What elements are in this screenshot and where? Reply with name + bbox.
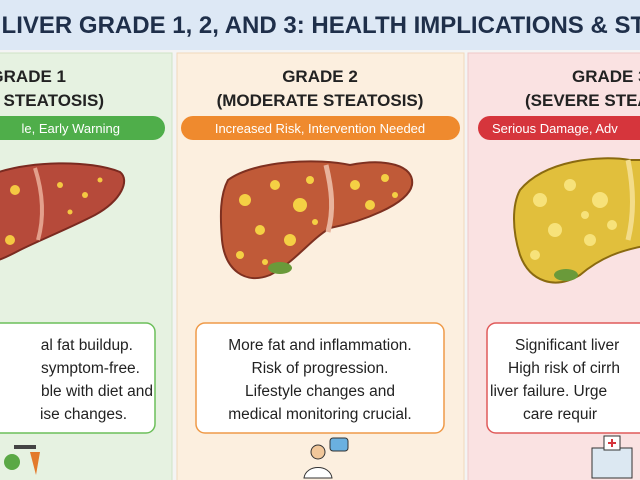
body-text: medical monitoring crucial.	[228, 406, 412, 423]
text-box	[486, 322, 640, 434]
title: Y LIVER GRADE 1, 2, AND 3: HEALTH IMPLIC…	[0, 12, 640, 39]
fat-dots	[236, 174, 398, 265]
liver	[513, 157, 640, 284]
grade-subheading: (MODERATE STEATOSIS)	[217, 91, 424, 110]
badge	[181, 116, 460, 140]
header-band	[0, 0, 640, 50]
doctor-icon	[303, 437, 349, 479]
body-text: Significant liver	[515, 337, 619, 354]
badge-text: Increased Risk, Intervention Needed	[215, 121, 425, 136]
liver	[0, 162, 125, 261]
badge-text: le, Early Warning	[22, 121, 121, 136]
fat-dots	[530, 179, 617, 260]
body-text: al fat buildup.	[41, 337, 133, 354]
liver-ligament	[323, 164, 335, 233]
liver-ligament	[33, 167, 44, 241]
gallbladder	[554, 269, 578, 281]
body-text: Risk of progression.	[252, 360, 389, 377]
body-text: Lifestyle changes and	[245, 383, 395, 400]
badge-text: Serious Damage, Adv	[492, 121, 618, 136]
food-icon	[4, 445, 40, 475]
gallbladder	[268, 262, 292, 274]
badge	[478, 116, 640, 140]
fat-dots	[5, 177, 103, 245]
text-box	[0, 322, 156, 434]
grade-heading: GRADE 1	[0, 67, 66, 86]
hospital-icon	[591, 435, 633, 479]
liver-ligament	[625, 159, 635, 241]
text-box	[195, 322, 445, 434]
grade-subheading: (SEVERE STEA	[525, 91, 640, 110]
badge	[0, 116, 165, 140]
body-text: ble with diet and	[41, 383, 153, 400]
body-text: care requir	[523, 406, 597, 423]
grade-heading: GRADE 2	[282, 67, 358, 86]
body-text: ise changes.	[40, 406, 127, 423]
body-text: More fat and inflammation.	[228, 337, 412, 354]
body-text: liver failure. Urge	[490, 383, 607, 400]
grade-subheading: STEATOSIS)	[4, 91, 104, 110]
body-text: symptom-free.	[41, 360, 140, 377]
body-text: High risk of cirrh	[508, 360, 620, 377]
grade-heading: GRADE 3	[572, 67, 640, 86]
